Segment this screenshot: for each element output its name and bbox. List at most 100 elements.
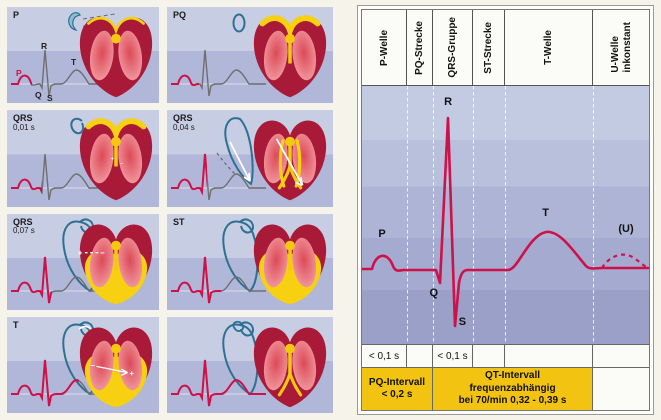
svg-text:−: − <box>100 248 105 257</box>
mini-ecg-trace <box>171 153 266 200</box>
column-separator <box>593 86 594 344</box>
duration-row: < 0,1 s < 0,1 s <box>362 344 649 368</box>
mini-ecg-trace <box>11 153 106 200</box>
stage-label-box: QRS 0,04 s <box>173 113 195 133</box>
heart-icon: + − <box>78 223 153 304</box>
u-wave-dotted-path <box>601 253 649 269</box>
mini-ecg-trace <box>11 256 106 303</box>
mini-ecg-trace <box>171 50 266 97</box>
stage-label-box: T <box>13 319 19 331</box>
heart-icon <box>253 120 327 201</box>
svg-text:−: − <box>120 161 124 168</box>
stage-label: QRS <box>173 113 193 124</box>
heart-icon: +− <box>79 118 153 201</box>
duration-p-welle: < 0,1 s <box>362 345 407 367</box>
stage-label: T <box>13 319 19 330</box>
heart-icon: − + <box>79 327 153 408</box>
wave-label-p: P <box>378 227 386 240</box>
mini-ecg-trace <box>171 256 266 303</box>
pq-interval-label: PQ-Intervall <box>368 376 426 388</box>
stages-grid: P P R T Q S <box>7 7 333 413</box>
heart-icon <box>79 16 153 98</box>
stage-label-box: P <box>13 10 20 21</box>
ecg-curve <box>362 116 649 328</box>
ecg-curve-area: P R Q S T (U) <box>362 86 649 344</box>
stage-panel-qrs-004s: QRS 0,04 s <box>167 110 333 207</box>
chart-header: P-Welle PQ-Strecke QRS-Gruppe ST-Strecke… <box>362 10 649 86</box>
wave-label-q: Q <box>429 287 439 300</box>
heart-icon <box>253 327 327 408</box>
stage-label-box: PQ <box>173 10 187 21</box>
column-header-u-welle: U-Welle inkonstant <box>593 10 649 85</box>
column-header-label2: inkonstant <box>621 22 633 73</box>
svg-text:R: R <box>41 41 47 51</box>
ecg-timing-chart: P-Welle PQ-Strecke QRS-Gruppe ST-Strecke… <box>357 5 654 415</box>
chart-frame: P-Welle PQ-Strecke QRS-Gruppe ST-Strecke… <box>361 9 650 411</box>
column-separator <box>505 86 506 344</box>
stage-label: ST <box>173 216 185 227</box>
column-separator <box>433 86 434 344</box>
heart-icon <box>253 15 327 98</box>
column-header-label: P-Welle <box>378 29 390 66</box>
stage-panel-st: ST <box>167 213 333 310</box>
stage-panel-pq: PQ <box>167 7 333 104</box>
svg-text:+: + <box>129 369 134 378</box>
stage-label: P <box>13 10 20 20</box>
svg-text:Q: Q <box>35 90 42 100</box>
column-header-t-welle: T-Welle <box>505 10 593 85</box>
column-separator <box>407 86 408 344</box>
column-header-label: PQ-Strecke <box>414 20 425 75</box>
pq-interval-value: < 0,2 s <box>381 389 413 400</box>
qt-interval-note: frequenzabhängig <box>469 382 556 394</box>
mini-ecg-trace <box>11 359 106 407</box>
svg-text:−: − <box>90 361 95 370</box>
column-header-pq-strecke: PQ-Strecke <box>407 10 433 85</box>
column-header-st-strecke: ST-Strecke <box>473 10 505 85</box>
stage-duration: 0,07 s <box>13 226 35 236</box>
column-header-p-welle: P-Welle <box>362 10 407 85</box>
stage-duration: 0,01 s <box>13 123 35 133</box>
column-header-label: QRS-Gruppe <box>447 17 458 78</box>
column-header-label: U-Welle <box>609 36 621 73</box>
svg-text:+: + <box>78 248 83 257</box>
stage-label: QRS <box>13 216 33 227</box>
svg-text:S: S <box>47 93 53 102</box>
duration-pq-strecke <box>407 345 433 367</box>
ecg-trace-path <box>362 116 649 328</box>
wave-label-u: (U) <box>618 222 634 235</box>
duration-u-welle <box>593 345 649 367</box>
duration-qrs-gruppe: < 0,1 s <box>433 345 473 367</box>
column-header-qrs-gruppe: QRS-Gruppe <box>433 10 473 85</box>
mini-ecg-trace <box>171 359 266 407</box>
qt-interval-label: QT-Intervall <box>484 370 540 382</box>
stage-panel-p: P P R T Q S <box>7 7 159 104</box>
stage-label: QRS <box>13 113 33 124</box>
stage-label-box: QRS 0,07 s <box>13 216 35 237</box>
duration-t-welle <box>505 345 593 367</box>
stage-label-box: QRS 0,01 s <box>13 113 35 133</box>
stage-label-box: ST <box>173 216 185 228</box>
u-interval-blank-cell <box>593 368 649 410</box>
column-header-label: T-Welle <box>543 30 554 65</box>
pq-interval-box: PQ-Intervall < 0,2 s <box>362 368 433 410</box>
wave-label-s: S <box>458 315 467 328</box>
wave-label-r: R <box>444 96 453 109</box>
qt-interval-box: QT-Intervall frequenzabhängig bei 70/min… <box>433 368 593 410</box>
svg-text:+: + <box>111 156 115 163</box>
qt-interval-value: bei 70/min 0,32 - 0,39 s <box>458 395 567 407</box>
column-header-label: ST-Strecke <box>483 21 494 74</box>
stage-duration: 0,04 s <box>173 123 195 133</box>
stage-panel-qrs-001s: QRS 0,01 s + − <box>7 110 159 207</box>
interval-row: PQ-Intervall < 0,2 s QT-Intervall freque… <box>362 368 649 410</box>
svg-text:T: T <box>71 57 77 67</box>
vector-loop-icon <box>232 13 246 33</box>
heart-icon <box>253 223 327 304</box>
stage-panel-qrs-007s: QRS 0,07 s + − <box>7 213 159 310</box>
stage-label: PQ <box>173 10 187 20</box>
stage-panel-t: T − + <box>7 316 159 413</box>
column-separator <box>473 86 474 344</box>
wave-label-t: T <box>542 207 550 220</box>
vector-loop-icon <box>216 117 254 186</box>
mini-ecg-trace: P R T Q S <box>11 41 106 102</box>
svg-text:P: P <box>16 68 22 78</box>
